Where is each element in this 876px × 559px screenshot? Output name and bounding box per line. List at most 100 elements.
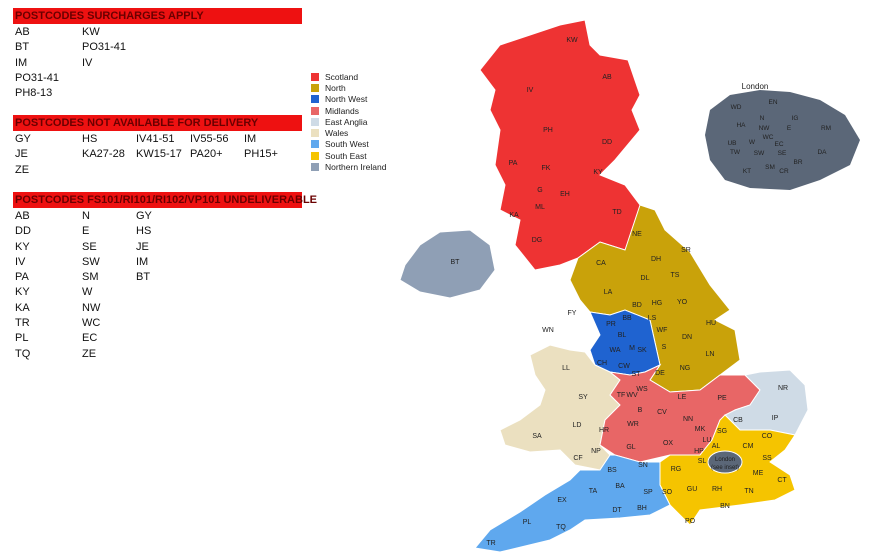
london-postcode-label: TW <box>730 149 741 156</box>
london-postcode-label: SW <box>754 150 765 157</box>
postcode: SM <box>82 271 99 284</box>
postcode-label: NG <box>680 365 691 372</box>
postcode-label: MK <box>695 426 706 433</box>
london-postcode-label: EC <box>774 141 783 148</box>
legend-label: North West <box>325 94 368 105</box>
legend-swatch <box>311 72 319 81</box>
postcode: TR <box>15 317 30 330</box>
postcode-label: AL <box>712 443 721 450</box>
postcode: AB <box>15 210 30 222</box>
postcode-label: TN <box>744 488 753 495</box>
london-postcode-label: KT <box>743 168 751 175</box>
postcode: KA <box>15 301 30 314</box>
postcode-label: LE <box>678 394 687 401</box>
postcode-label: KY <box>593 169 603 176</box>
postcode: BT <box>15 41 30 54</box>
london-inset-title: London <box>742 82 769 91</box>
postcode-label: LD <box>573 422 582 429</box>
legend-label: Midlands <box>325 105 360 116</box>
postcode-label: HP <box>694 448 704 455</box>
section-header: POSTCODES FS101/RI101/RI102/VP101 UNDELI… <box>13 192 317 208</box>
postcode-label: CO <box>762 433 773 440</box>
postcode: SW <box>82 255 100 268</box>
postcode-label: GU <box>687 486 698 493</box>
postcode: KW <box>82 26 100 38</box>
postcode-label: SA <box>532 433 542 440</box>
legend-swatch <box>311 151 319 160</box>
legend-label: Scotland <box>325 71 359 82</box>
postcode-label: SG <box>717 428 727 435</box>
postcode-label: CT <box>777 477 787 484</box>
legend-swatch <box>311 129 319 138</box>
legend-item: Northern Ireland <box>311 161 386 172</box>
postcode: BT <box>136 271 151 284</box>
legend-swatch <box>311 163 319 172</box>
london-postcode-label: UB <box>727 140 736 147</box>
region-northernireland <box>399 229 496 299</box>
postcode-label: CV <box>657 409 667 416</box>
postcode-label: LS <box>648 315 657 322</box>
postcode-label: SO <box>662 489 673 496</box>
postcode: KW15-17 <box>136 148 182 161</box>
legend-item: South West <box>311 139 386 150</box>
postcode: ZE <box>15 163 30 176</box>
postcode-label: DT <box>612 507 622 514</box>
postcode-label: PO <box>685 518 696 525</box>
postcode-label: BT <box>451 259 461 266</box>
postcode-label: PL <box>523 519 532 526</box>
postcode-label: RH <box>712 486 722 493</box>
postcode: IM <box>244 133 257 145</box>
section-header: POSTCODES NOT AVAILABLE FOR DELIVERY <box>13 115 302 131</box>
postcode-label: TQ <box>556 524 566 531</box>
postcode: PA <box>15 271 29 284</box>
postcode: PH8-13 <box>15 87 53 100</box>
postcode-label: PE <box>717 395 727 402</box>
postcode-label: FK <box>542 165 551 172</box>
legend-item: Midlands <box>311 105 386 116</box>
postcode: IM <box>136 255 149 268</box>
postcode-label: NP <box>591 448 601 455</box>
postcode-label: IV <box>527 87 534 94</box>
legend-item: Scotland <box>311 71 386 82</box>
london-label: London <box>715 457 735 463</box>
postcode-label: SL <box>698 458 707 465</box>
postcode-label: ML <box>535 204 545 211</box>
postcode-label: WR <box>627 421 639 428</box>
postcode-label: WN <box>542 327 554 334</box>
postcode-label: FY <box>568 310 577 317</box>
postcode: WC <box>82 317 101 330</box>
postcode-label: SK <box>637 347 647 354</box>
postcode: IV41-51 <box>136 133 175 145</box>
postcode: PL <box>15 332 29 345</box>
postcode: NW <box>82 301 101 314</box>
postcode: EC <box>82 332 98 345</box>
postcode: N <box>82 210 90 222</box>
london-postcode-label: CR <box>779 168 789 175</box>
postcode-label: CF <box>573 455 582 462</box>
postcode-label: CB <box>733 417 743 424</box>
london-postcode-label: EN <box>768 99 777 106</box>
london-postcode-label: WC <box>763 134 774 141</box>
postcode-label: BL <box>618 332 627 339</box>
region-london <box>707 450 743 474</box>
postcode-label: TA <box>589 488 598 495</box>
postcode-label: NN <box>683 416 693 423</box>
postcode-label: ME <box>753 470 764 477</box>
legend-swatch <box>311 140 319 149</box>
postcode: W <box>82 286 93 299</box>
postcode-label: DE <box>655 370 665 377</box>
legend-label: South West <box>325 139 369 150</box>
london-label: (see inset) <box>711 465 739 471</box>
postcode: PA20+ <box>190 148 223 161</box>
postcode-label: TF <box>617 392 626 399</box>
legend-label: Northern Ireland <box>325 162 387 173</box>
section-header: POSTCODES SURCHARGES APPLY <box>13 8 302 24</box>
london-inset <box>705 90 860 190</box>
postcode-label: PA <box>509 160 518 167</box>
postcode-label: IP <box>772 415 779 422</box>
postcode: IV55-56 <box>190 133 229 145</box>
postcode-label: CA <box>596 260 606 267</box>
postcode-label: S <box>662 344 667 351</box>
london-postcode-label: SE <box>778 150 787 157</box>
